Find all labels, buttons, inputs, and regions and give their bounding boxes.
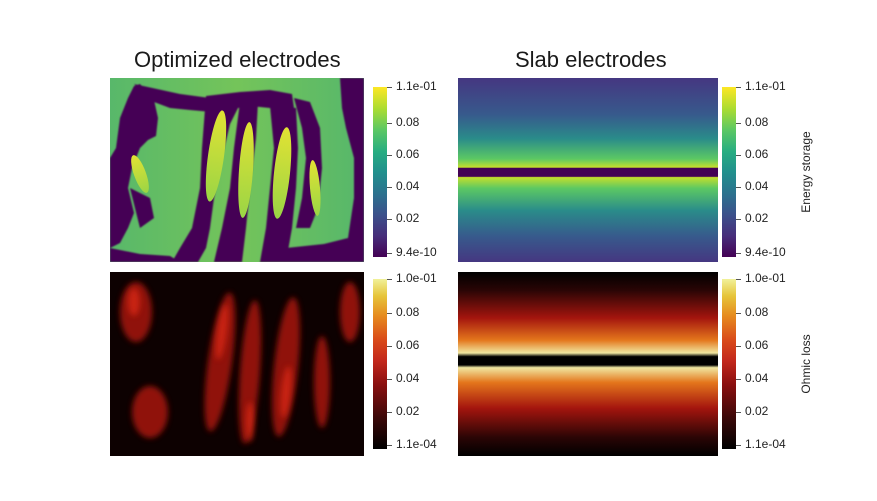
optimized-electrodes-title: Optimized electrodes <box>134 47 341 72</box>
slab-ohmic-map <box>458 272 718 456</box>
tick-label: 0.04 <box>396 371 420 385</box>
tick-label: 0.08 <box>745 305 769 319</box>
ohmic-loss-label: Ohmic loss <box>799 334 813 394</box>
tick-label: 0.02 <box>745 404 769 418</box>
tick-label: 0.02 <box>396 211 420 225</box>
tick-label: 1.0e-01 <box>396 271 437 285</box>
energy-storage-label: Energy storage <box>799 131 813 213</box>
tick-label: 9.4e-10 <box>745 245 786 259</box>
tick-label: 0.02 <box>745 211 769 225</box>
tick-label: 0.06 <box>745 338 769 352</box>
tick-label: 1.1e-01 <box>396 79 437 93</box>
tick-label: 0.02 <box>396 404 420 418</box>
tick-label: 0.04 <box>745 371 769 385</box>
tick-label: 0.08 <box>396 115 420 129</box>
tick-label: 0.04 <box>745 179 769 193</box>
ohmic-ticks-slab: 1.0e-01 0.08 0.06 0.04 0.02 1.1e-04 <box>736 271 816 451</box>
ohmic-ticks-optimized: 1.0e-01 0.08 0.06 0.04 0.02 1.1e-04 <box>387 271 467 451</box>
tick-label: 0.06 <box>396 338 420 352</box>
slab-electrodes-title: Slab electrodes <box>515 47 667 72</box>
energy-colorbar-optimized <box>373 87 387 257</box>
tick-label: 0.08 <box>396 305 420 319</box>
tick-label: 0.08 <box>745 115 769 129</box>
tick-label: 0.04 <box>396 179 420 193</box>
tick-label: 1.1e-01 <box>745 79 786 93</box>
tick-label: 1.1e-04 <box>745 437 786 451</box>
ohmic-colorbar-slab <box>722 279 736 449</box>
ohmic-colorbar-optimized <box>373 279 387 449</box>
energy-ticks-slab: 1.1e-01 0.08 0.06 0.04 0.02 9.4e-10 <box>736 79 816 259</box>
tick-label: 1.1e-04 <box>396 437 437 451</box>
slab-energy-map <box>458 78 718 262</box>
energy-colorbar-slab <box>722 87 736 257</box>
optimized-ohmic-map <box>110 272 364 456</box>
tick-label: 0.06 <box>396 147 420 161</box>
energy-ticks-optimized: 1.1e-01 0.08 0.06 0.04 0.02 9.4e-10 <box>387 79 467 259</box>
tick-label: 1.0e-01 <box>745 271 786 285</box>
optimized-energy-map <box>110 78 364 262</box>
tick-label: 9.4e-10 <box>396 245 437 259</box>
tick-label: 0.06 <box>745 147 769 161</box>
